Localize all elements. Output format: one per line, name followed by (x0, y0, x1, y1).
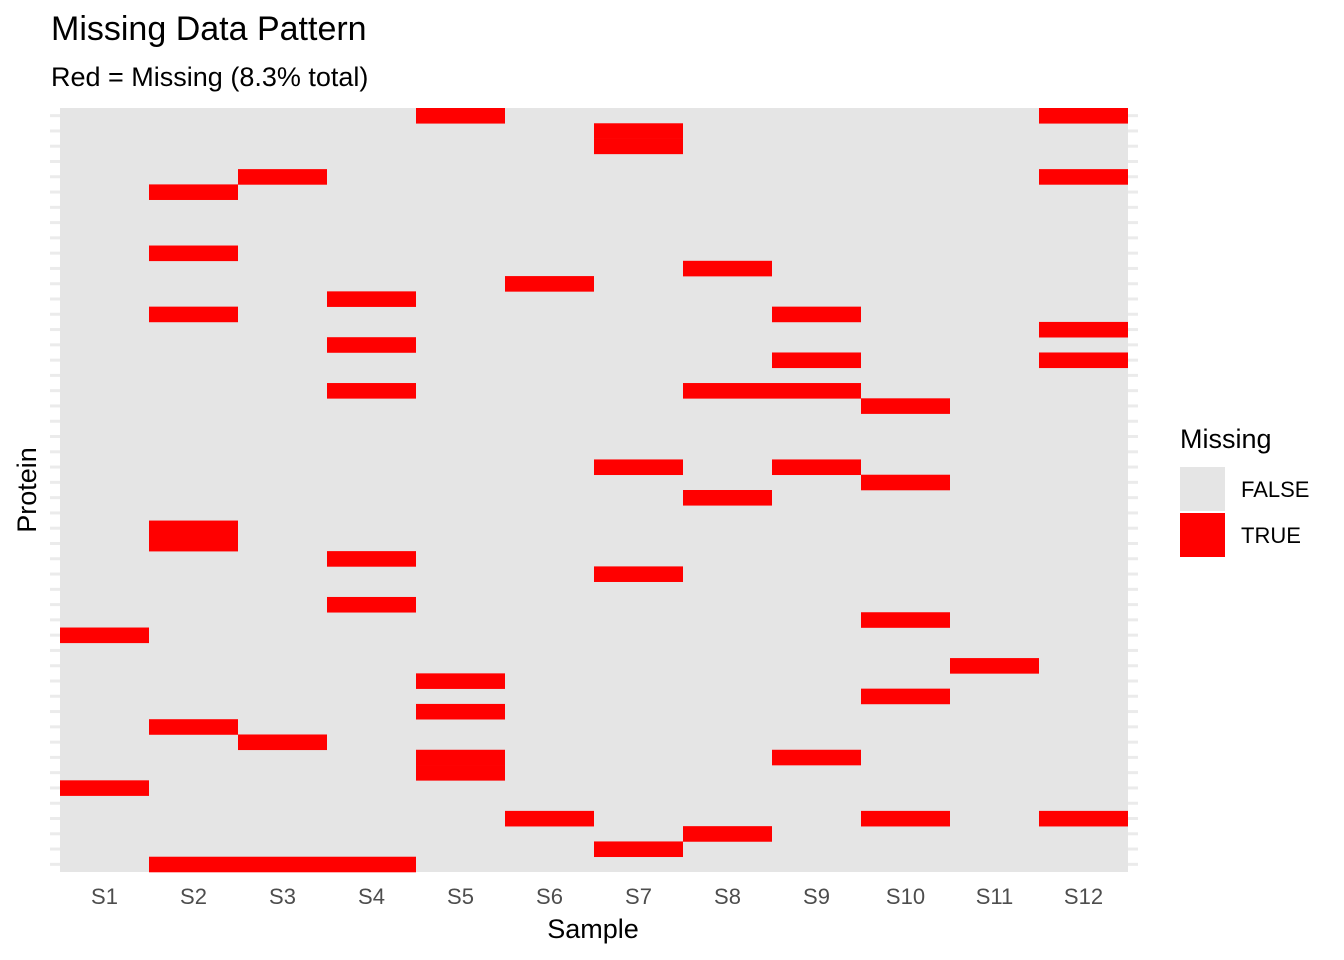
missing-cell-s2-row-28 (149, 535, 238, 552)
missing-cell-s6-row-11 (505, 276, 594, 292)
x-tick-label-s11: S11 (976, 884, 1014, 909)
missing-cell-s3-row-41 (238, 734, 327, 751)
x-tick-label-s2: S2 (180, 884, 207, 909)
x-tick-label-s1: S1 (91, 884, 118, 909)
missing-cell-s4-row-49 (327, 856, 416, 873)
missing-cell-s12-row-4 (1039, 169, 1128, 185)
missing-cell-s7-row-30 (594, 566, 683, 582)
legend-title: Missing (1180, 424, 1272, 454)
missing-cell-s1-row-34 (60, 627, 149, 644)
missing-cell-s4-row-12 (327, 291, 416, 307)
chart-title: Missing Data Pattern (51, 10, 367, 48)
missing-cell-s5-row-39 (416, 703, 505, 720)
missing-cell-s8-row-25 (683, 490, 772, 506)
chart-subtitle: Red = Missing (8.3% total) (51, 62, 368, 92)
y-axis-title: Protein (12, 447, 42, 533)
missing-cells (60, 108, 1128, 873)
x-tick-label-s5: S5 (447, 884, 474, 909)
missing-cell-s9-row-18 (772, 383, 861, 399)
missing-cell-s12-row-0 (1039, 108, 1128, 124)
x-tick-label-s7: S7 (625, 884, 652, 909)
missing-cell-s7-row-2 (594, 138, 683, 155)
missing-cell-s10-row-46 (861, 810, 950, 827)
legend-swatch-true (1180, 513, 1225, 557)
missing-cell-s9-row-13 (772, 306, 861, 323)
missing-cell-s2-row-5 (149, 184, 238, 200)
y-axis-ticks (50, 114, 1138, 866)
x-tick-label-s3: S3 (269, 884, 296, 909)
x-tick-label-s8: S8 (714, 884, 741, 909)
missing-cell-s10-row-24 (861, 474, 950, 491)
x-tick-label-s9: S9 (803, 884, 830, 909)
missing-cell-s5-row-0 (416, 108, 505, 124)
missing-cell-s9-row-42 (772, 749, 861, 766)
x-tick-label-s10: S10 (886, 884, 925, 909)
missing-cell-s7-row-48 (594, 841, 683, 858)
missing-cell-s1-row-44 (60, 780, 149, 796)
missing-cell-s12-row-16 (1039, 352, 1128, 369)
legend: Missing FALSE TRUE (1180, 424, 1309, 557)
x-tick-label-s12: S12 (1064, 884, 1103, 909)
missing-cell-s4-row-18 (327, 383, 416, 399)
x-axis-title: Sample (547, 914, 639, 944)
missing-cell-s2-row-13 (149, 306, 238, 323)
missing-cell-s9-row-23 (772, 459, 861, 476)
x-tick-label-s6: S6 (536, 884, 563, 909)
missing-cell-s10-row-19 (861, 398, 950, 414)
missing-cell-s4-row-32 (327, 596, 416, 613)
missing-cell-s5-row-37 (416, 673, 505, 689)
missing-cell-s12-row-14 (1039, 321, 1128, 338)
x-axis-labels: S1 S2 S3 S4 S5 S6 S7 S8 S9 S10 S11 S12 (91, 884, 1103, 909)
missing-cell-s8-row-10 (683, 260, 772, 277)
legend-label-false: FALSE (1241, 477, 1309, 502)
missing-cell-s8-row-18 (683, 383, 772, 399)
missing-cell-s4-row-15 (327, 337, 416, 353)
missing-cell-s2-row-27 (149, 520, 238, 537)
missing-cell-s2-row-40 (149, 719, 238, 735)
missing-cell-s9-row-16 (772, 352, 861, 369)
missing-cell-s5-row-42 (416, 749, 505, 766)
missing-cell-s5-row-43 (416, 765, 505, 781)
x-tick-label-s4: S4 (358, 884, 385, 909)
missing-cell-s10-row-33 (861, 612, 950, 628)
missing-cell-s6-row-46 (505, 810, 594, 827)
missing-cell-s11-row-36 (950, 658, 1039, 674)
missing-cell-s3-row-49 (238, 856, 327, 873)
heatmap-panel (60, 108, 1128, 872)
missing-cell-s3-row-4 (238, 169, 327, 185)
legend-swatch-false (1180, 467, 1225, 511)
missing-cell-s12-row-46 (1039, 810, 1128, 827)
missing-cell-s2-row-9 (149, 245, 238, 262)
legend-label-true: TRUE (1241, 523, 1301, 548)
missing-cell-s8-row-47 (683, 826, 772, 842)
missing-cell-s7-row-1 (594, 123, 683, 139)
missing-cell-s7-row-23 (594, 459, 683, 476)
missing-cell-s2-row-49 (149, 856, 238, 873)
missing-cell-s10-row-38 (861, 688, 950, 705)
missing-cell-s4-row-29 (327, 551, 416, 567)
